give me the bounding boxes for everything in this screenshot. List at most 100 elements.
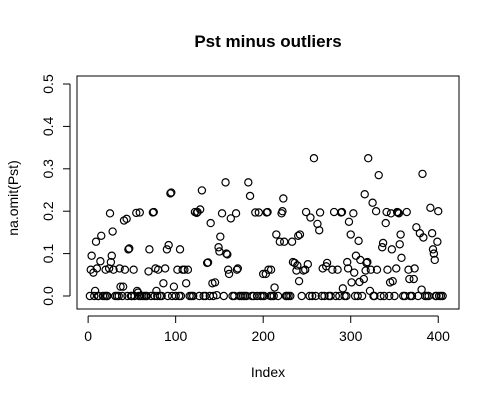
data-point xyxy=(129,265,138,274)
data-point xyxy=(322,262,331,271)
data-point xyxy=(429,249,439,258)
data-point xyxy=(92,264,102,273)
data-point xyxy=(85,291,95,301)
data-point xyxy=(320,291,329,301)
data-point xyxy=(297,291,306,301)
data-point xyxy=(142,291,151,301)
data-point xyxy=(216,232,225,241)
data-point xyxy=(222,249,231,258)
x-tick-label: 0 xyxy=(84,328,92,344)
y-tick-label: 0.1 xyxy=(40,244,56,264)
data-point xyxy=(338,284,348,293)
data-point xyxy=(438,291,447,301)
data-point xyxy=(118,291,127,301)
data-point xyxy=(144,267,153,276)
data-point xyxy=(308,291,317,301)
data-point xyxy=(164,240,173,250)
data-point xyxy=(162,245,172,254)
data-point xyxy=(269,291,278,301)
data-point xyxy=(146,291,156,301)
data-point xyxy=(382,207,391,217)
data-point xyxy=(120,265,130,274)
x-axis-label: Index xyxy=(251,364,285,380)
data-point xyxy=(181,279,191,288)
data-point xyxy=(426,203,435,213)
data-point xyxy=(333,265,342,274)
data-point xyxy=(385,291,394,301)
data-point xyxy=(96,257,105,266)
data-point xyxy=(153,291,162,301)
data-point xyxy=(344,217,354,226)
data-point xyxy=(430,255,439,265)
data-point xyxy=(315,226,324,235)
data-point xyxy=(378,243,387,252)
data-point xyxy=(342,291,351,301)
data-point xyxy=(427,229,437,238)
data-point xyxy=(87,251,96,260)
data-point xyxy=(108,227,117,236)
data-point xyxy=(221,178,230,187)
data-point xyxy=(419,233,428,242)
data-point xyxy=(326,291,335,301)
data-point xyxy=(245,191,255,201)
data-point xyxy=(273,291,283,301)
data-point xyxy=(106,257,116,267)
data-point xyxy=(251,208,260,217)
data-point xyxy=(322,258,332,268)
data-point xyxy=(266,265,276,274)
data-point xyxy=(149,207,158,217)
data-point xyxy=(364,153,373,163)
data-point xyxy=(193,207,202,217)
data-point xyxy=(254,208,264,217)
data-point xyxy=(203,258,213,267)
data-point xyxy=(226,214,235,223)
data-point xyxy=(433,237,442,246)
data-point xyxy=(293,261,302,270)
data-point xyxy=(232,265,242,274)
data-point xyxy=(275,237,285,246)
chart-title: Pst minus outliers xyxy=(194,32,341,51)
y-tick-label: 0.0 xyxy=(40,286,56,306)
data-point xyxy=(210,278,220,287)
data-point xyxy=(376,291,385,301)
data-point xyxy=(309,153,319,163)
data-point xyxy=(114,291,123,301)
data-point xyxy=(387,245,397,254)
data-point xyxy=(94,291,103,301)
y-tick-label: 0.4 xyxy=(40,116,56,136)
data-point xyxy=(357,291,367,301)
data-point xyxy=(109,265,118,274)
data-point xyxy=(354,236,363,246)
data-point xyxy=(118,282,128,291)
data-point xyxy=(290,258,299,268)
data-point xyxy=(287,237,297,246)
data-point xyxy=(206,218,215,228)
x-tick-label: 200 xyxy=(252,328,276,344)
data-point xyxy=(160,264,170,273)
data-point xyxy=(392,264,401,273)
data-point xyxy=(404,265,413,274)
data-point xyxy=(279,194,288,203)
data-point xyxy=(353,291,362,301)
data-point xyxy=(124,245,133,254)
data-point xyxy=(264,265,273,274)
data-point xyxy=(363,257,372,267)
data-point xyxy=(183,265,193,274)
data-point xyxy=(397,253,406,263)
y-tick-label: 0.3 xyxy=(40,159,56,179)
data-point xyxy=(393,208,403,217)
data-point xyxy=(306,213,315,222)
data-point xyxy=(223,265,233,274)
data-point xyxy=(258,269,268,279)
data-point xyxy=(350,268,359,277)
data-point xyxy=(428,245,438,254)
data-point xyxy=(294,231,303,240)
data-point xyxy=(153,265,163,274)
data-point xyxy=(115,264,124,273)
data-point xyxy=(103,291,112,301)
data-point xyxy=(295,230,305,239)
data-point xyxy=(286,291,295,301)
y-axis: 0.0 0.1 0.2 0.3 0.4 0.5 xyxy=(40,74,71,306)
data-point xyxy=(176,291,186,301)
